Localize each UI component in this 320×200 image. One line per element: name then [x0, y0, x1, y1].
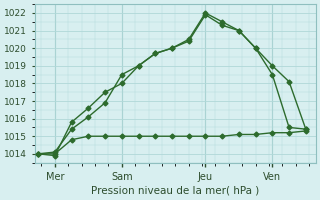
X-axis label: Pression niveau de la mer( hPa ): Pression niveau de la mer( hPa ) — [91, 186, 260, 196]
